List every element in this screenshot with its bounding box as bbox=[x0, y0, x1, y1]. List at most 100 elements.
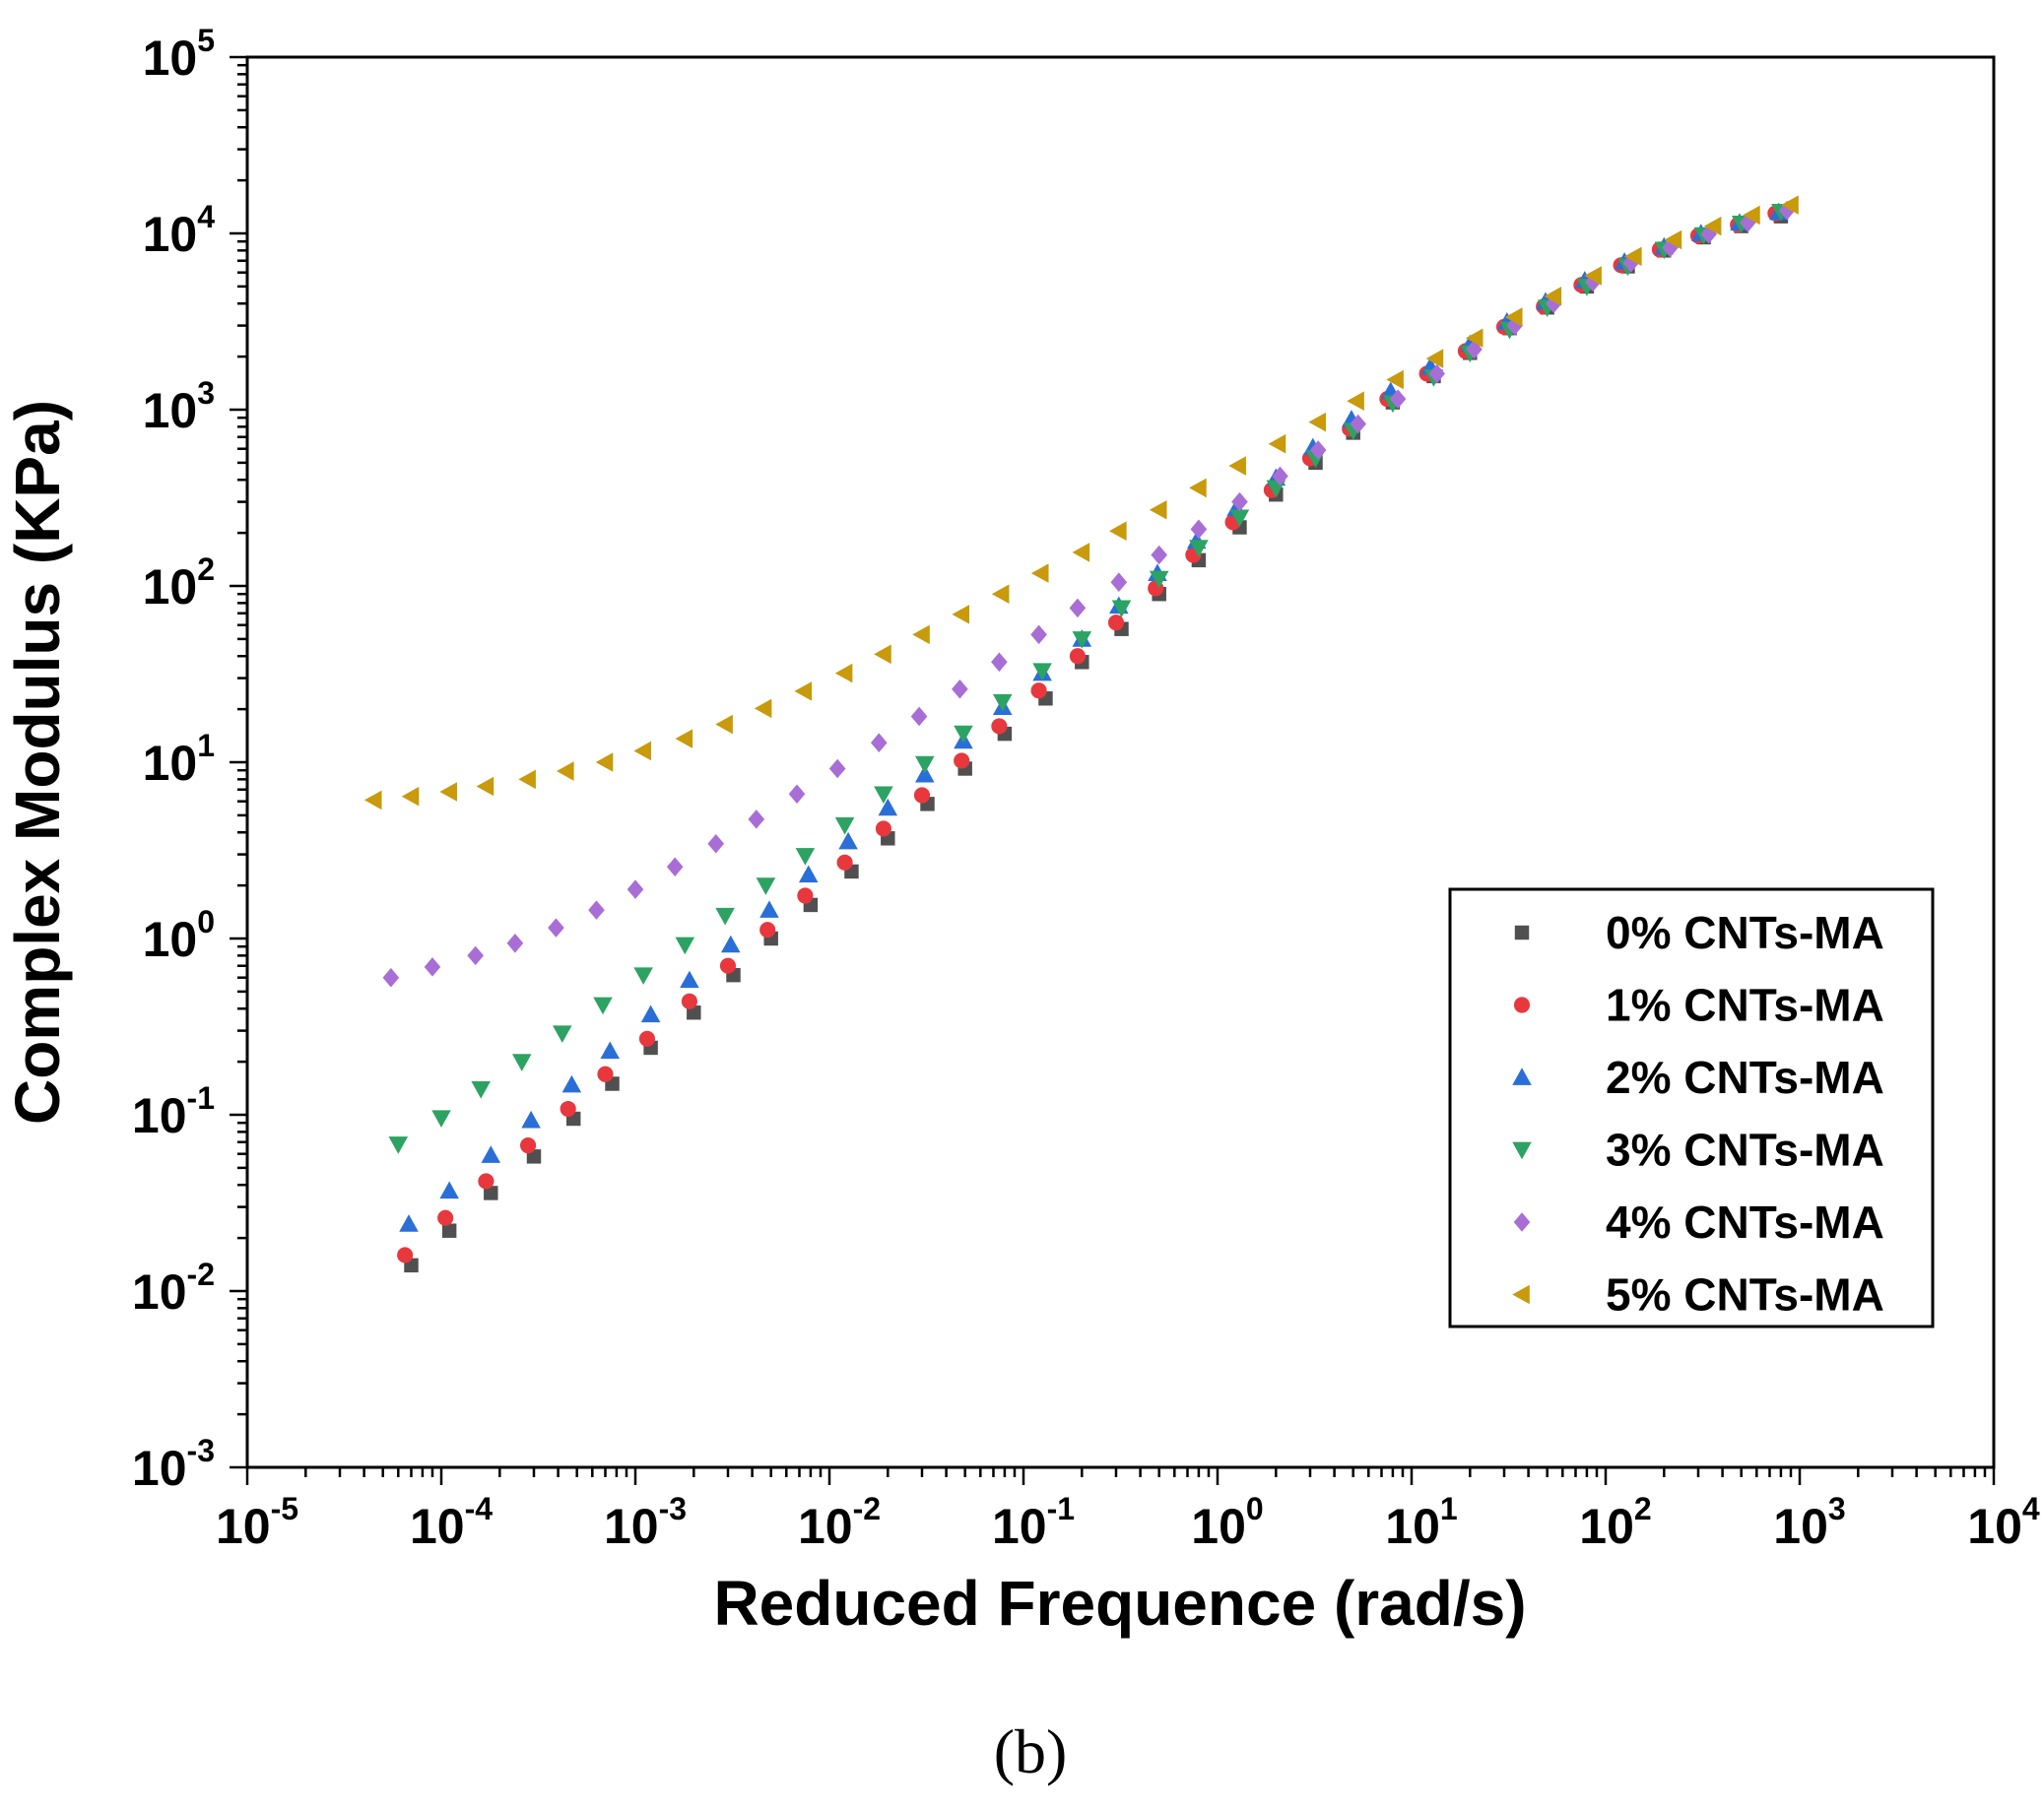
data-point-marker bbox=[952, 679, 968, 699]
legend-entry: 4% CNTs-MA bbox=[1513, 1197, 1884, 1248]
data-point-marker bbox=[715, 907, 735, 926]
data-point-marker bbox=[1624, 246, 1642, 267]
data-point-marker bbox=[471, 1081, 491, 1099]
y-tick-label-exponent: -2 bbox=[187, 1257, 215, 1292]
data-point-marker bbox=[797, 887, 814, 904]
x-tick-label-exponent: -5 bbox=[271, 1491, 298, 1526]
data-point-marker bbox=[681, 993, 697, 1009]
y-tick-label-exponent: 4 bbox=[197, 199, 215, 234]
data-point-marker bbox=[1386, 369, 1404, 390]
data-point-marker bbox=[363, 790, 382, 810]
y-tick-label-base: 10 bbox=[143, 736, 198, 791]
data-point-marker bbox=[748, 809, 765, 829]
data-point-marker bbox=[1032, 663, 1052, 680]
x-tick-label-exponent: 4 bbox=[2022, 1491, 2040, 1526]
y-tick-label-exponent: 0 bbox=[197, 904, 215, 939]
data-point-marker bbox=[707, 833, 725, 854]
legend-label: 4% CNTs-MA bbox=[1606, 1197, 1884, 1248]
data-point-marker bbox=[397, 1247, 414, 1263]
data-point-marker bbox=[1389, 389, 1407, 409]
data-point-marker bbox=[1189, 478, 1207, 498]
legend-label: 1% CNTs-MA bbox=[1606, 980, 1884, 1031]
y-tick-label-exponent: 3 bbox=[197, 375, 215, 411]
data-point-marker bbox=[754, 698, 772, 719]
x-tick-label-base: 10 bbox=[1967, 1499, 2022, 1554]
data-point-marker bbox=[595, 752, 614, 772]
x-tick-label-exponent: 1 bbox=[1440, 1491, 1458, 1526]
y-tick-label-base: 10 bbox=[143, 912, 198, 967]
x-tick-label: 10-3 bbox=[604, 1491, 687, 1554]
data-point-marker bbox=[1743, 205, 1760, 226]
y-tick-label-base: 10 bbox=[132, 1441, 187, 1496]
y-tick-label-exponent: -3 bbox=[187, 1433, 215, 1468]
data-point-marker bbox=[399, 1214, 419, 1232]
data-point-marker bbox=[1268, 433, 1286, 454]
y-tick-label-base: 10 bbox=[132, 1088, 187, 1143]
legend-entry: 3% CNTs-MA bbox=[1512, 1125, 1884, 1176]
legend-symbol-marker bbox=[1512, 1284, 1530, 1305]
data-point-marker bbox=[680, 970, 699, 989]
data-point-marker bbox=[870, 733, 888, 752]
data-point-marker bbox=[992, 693, 1013, 712]
x-tick-label-base: 10 bbox=[1773, 1499, 1828, 1554]
data-point-marker bbox=[1231, 491, 1248, 512]
series-6 bbox=[363, 195, 1799, 810]
legend-symbol-marker bbox=[1512, 1068, 1532, 1085]
y-tick-label: 101 bbox=[143, 728, 215, 791]
data-point-marker bbox=[912, 624, 930, 645]
data-point-marker bbox=[441, 1223, 457, 1238]
x-tick-labels: 10-5 10-4 10-3 10-2 10-1 100 101 102 103 104 bbox=[216, 1491, 2040, 1554]
data-point-marker bbox=[600, 1041, 621, 1060]
x-tick-label-base: 10 bbox=[1579, 1499, 1634, 1554]
legend-symbol-marker bbox=[1513, 997, 1531, 1013]
data-point-marker bbox=[834, 663, 853, 683]
legend-label: 5% CNTs-MA bbox=[1606, 1269, 1884, 1321]
data-point-marker bbox=[1664, 229, 1682, 250]
x-tick-label-base: 10 bbox=[410, 1499, 465, 1554]
data-point-marker bbox=[756, 877, 776, 895]
x-tick-label-base: 10 bbox=[798, 1499, 853, 1554]
x-tick-label-exponent: -1 bbox=[1047, 1491, 1075, 1526]
y-tick-label-exponent: 2 bbox=[197, 551, 215, 587]
data-point-marker bbox=[511, 1054, 532, 1071]
data-point-marker bbox=[1662, 237, 1679, 258]
axis-ticks bbox=[230, 55, 1996, 1485]
data-point-marker bbox=[431, 1110, 451, 1128]
data-point-marker bbox=[1149, 570, 1169, 589]
data-point-marker bbox=[437, 1209, 454, 1226]
x-tick-label-base: 10 bbox=[1191, 1499, 1246, 1554]
data-point-marker bbox=[798, 865, 819, 883]
data-point-marker bbox=[1308, 412, 1326, 432]
data-point-marker bbox=[675, 937, 695, 955]
data-point-marker bbox=[1190, 519, 1208, 540]
data-point-marker bbox=[1107, 615, 1125, 631]
data-point-marker bbox=[467, 945, 484, 966]
x-tick-label-exponent: -3 bbox=[659, 1491, 687, 1526]
x-tick-label: 10-5 bbox=[216, 1491, 298, 1554]
data-point-marker bbox=[401, 786, 420, 807]
x-tick-label: 100 bbox=[1191, 1491, 1263, 1554]
data-point-marker bbox=[910, 706, 928, 727]
data-point-marker bbox=[788, 784, 806, 805]
data-point-marker bbox=[1781, 195, 1799, 215]
y-tick-label-base: 10 bbox=[143, 31, 198, 86]
data-point-marker bbox=[640, 1004, 661, 1023]
data-point-marker bbox=[1703, 216, 1722, 236]
y-tick-label: 102 bbox=[143, 551, 215, 615]
data-point-marker bbox=[1072, 631, 1092, 649]
legend: 0% CNTs-MA 1% CNTs-MA 2% CNTs-MA 3% CNTs-MA… bbox=[1448, 887, 1935, 1328]
data-point-marker bbox=[838, 831, 858, 850]
data-point-marker bbox=[1272, 466, 1288, 486]
data-point-marker bbox=[1072, 543, 1090, 562]
data-point-marker bbox=[1465, 328, 1484, 349]
x-tick-label: 10-2 bbox=[798, 1491, 881, 1554]
series-5 bbox=[382, 200, 1796, 988]
y-tick-label-base: 10 bbox=[132, 1264, 187, 1320]
data-point-marker bbox=[1069, 598, 1087, 618]
legend-label: 2% CNTs-MA bbox=[1606, 1052, 1884, 1103]
data-point-marker bbox=[991, 652, 1008, 673]
data-point-marker bbox=[382, 967, 400, 988]
